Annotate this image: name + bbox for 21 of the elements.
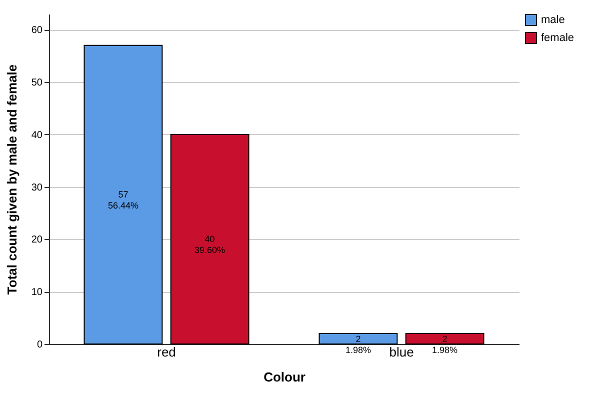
bar (318, 333, 398, 344)
bar (405, 333, 484, 344)
bar (84, 44, 163, 344)
x-axis-title: Colour (264, 370, 306, 384)
legend-label: female (541, 32, 574, 44)
y-tick-label: 20 (31, 234, 43, 246)
data-label: 40 39.60% (194, 234, 226, 256)
y-tick-label: 30 (31, 182, 43, 194)
x-tick-label: red (157, 344, 176, 360)
y-tick-label: 40 (31, 130, 43, 141)
x-tick-label: blue (389, 344, 414, 360)
data-label: 2 1.98% (432, 334, 458, 355)
y-tick-label: 10 (31, 287, 43, 298)
data-label: 2 1.98% (345, 334, 371, 355)
y-tick-label: 0 (36, 340, 43, 350)
y-tick-label: 60 (31, 25, 43, 36)
y-axis-title: Total count given by male and female (4, 64, 20, 295)
data-label: 57 56.44% (108, 190, 138, 211)
bar (170, 134, 250, 344)
y-tick-label: 50 (31, 78, 43, 89)
legend-label: male (541, 14, 565, 26)
